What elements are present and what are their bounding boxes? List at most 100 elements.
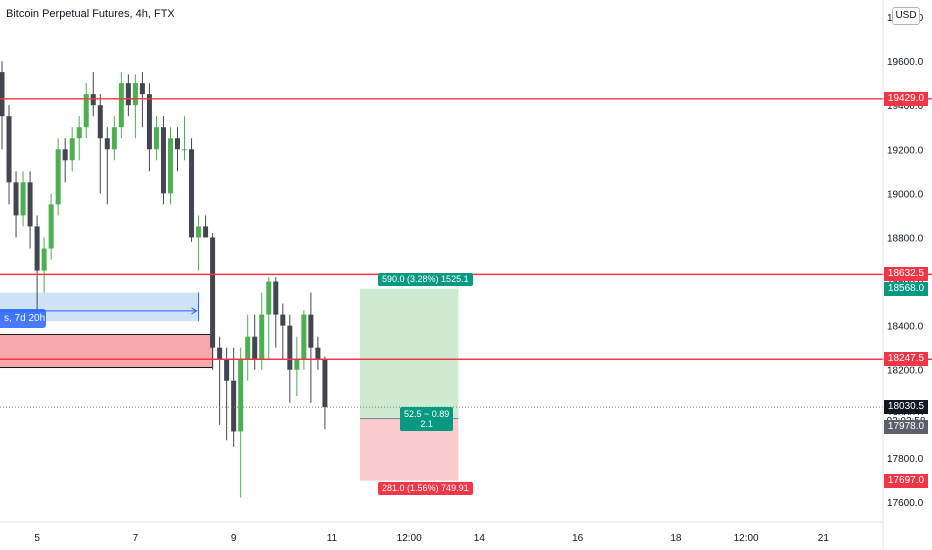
candle-body [217,347,223,359]
time-tick-label: 12:00 [397,533,422,544]
candle [322,356,328,430]
candle [13,171,19,238]
candle-body [146,94,152,150]
candle [111,116,117,161]
candle [266,277,272,359]
candle [55,138,61,216]
price-tick-label: 17600.0 [887,498,924,509]
candle-body [308,314,314,348]
candle [146,83,152,172]
candle-body [6,116,12,183]
candle [210,233,216,370]
candle [48,193,54,260]
hline-price-tag: 18632.5 [884,267,928,282]
candle-body [104,138,110,150]
candle [315,336,321,370]
candle [27,171,33,249]
time-tick-label: 9 [231,533,237,544]
candle [34,215,40,315]
time-tick-label: 5 [34,533,40,544]
candle [83,83,89,139]
time-tick-label: 21 [818,533,830,544]
candle [175,127,180,172]
candle-body [196,226,202,238]
candle-body [83,94,89,128]
stop-price-tag: 17697.0 [884,473,928,488]
candle [189,138,195,242]
target-info-label: 590.0 (3.28%) 1525.1 [378,272,473,286]
date-range-arrowhead [191,307,198,315]
candle [167,127,173,205]
candle-body [175,138,180,150]
candle-body [41,248,47,271]
candle [118,72,124,139]
candle [231,347,237,447]
hline-price-tag: 18247.5 [884,352,928,367]
last-price-tag: 18030.5 [884,400,928,415]
candle [0,61,5,150]
candle-body [287,325,293,370]
candle [182,116,188,161]
candle [301,310,307,370]
candle [104,127,110,205]
candle-body [125,83,131,106]
candle-body [34,226,40,271]
entry-price-tag: 17978.0 [884,419,928,434]
candle [41,237,47,293]
time-tick-label: 18 [670,533,682,544]
candle-body [132,83,138,106]
candle [6,105,12,205]
candle-body [153,127,159,150]
candle [90,72,96,117]
candle-body [62,149,68,161]
candle-body [315,347,321,359]
price-tick-label: 18400.0 [887,322,924,333]
candle-body [27,182,33,227]
candle-body [0,72,5,117]
price-axis: 17600.017800.018000.018200.018400.018600… [887,13,924,509]
candle [294,336,300,397]
risk-reward-label: 52.5 ~ 0.89 2.1 [400,406,454,431]
candle-body [210,237,216,348]
price-tick-label: 19000.0 [887,189,924,200]
candles-layer [0,61,328,498]
hline-price-tag: 19429.0 [884,91,928,106]
candle-body [139,83,145,95]
candle-body [266,281,272,315]
price-tick-label: 19400.0 [887,101,924,112]
candle-body [280,314,286,326]
candle [69,127,75,172]
candle-body [76,127,82,139]
candle-body [118,83,124,128]
candle-body [55,149,61,205]
candle [308,292,314,403]
candle-body [301,314,307,359]
candle [160,116,166,205]
time-axis: 5 7 9 11 12:00 14 16 18 12:00 21 [34,533,829,544]
candle-body [97,105,103,139]
candle [153,116,159,161]
candle-body [294,358,300,370]
candle-body [203,226,209,238]
candle-body [160,127,166,194]
candle-body [111,127,117,150]
candle [217,336,223,425]
candle-body [189,149,195,238]
candle-body [252,336,258,359]
candle-body [48,204,54,249]
candle [224,347,230,441]
currency-badge[interactable]: USD [892,7,920,25]
candle [203,215,209,238]
candle [20,171,26,227]
candle [125,74,131,117]
time-tick-label: 11 [327,533,338,544]
candle [62,138,68,183]
candle-body [322,358,328,408]
drawing-layer [0,288,459,481]
target-zone [360,288,459,419]
price-tick-label: 19200.0 [887,145,924,156]
stop-info-label: 281.0 (1.56%) 749.91 [378,481,473,495]
candle [76,116,82,161]
red-box [0,333,214,369]
candle-body [69,138,75,161]
